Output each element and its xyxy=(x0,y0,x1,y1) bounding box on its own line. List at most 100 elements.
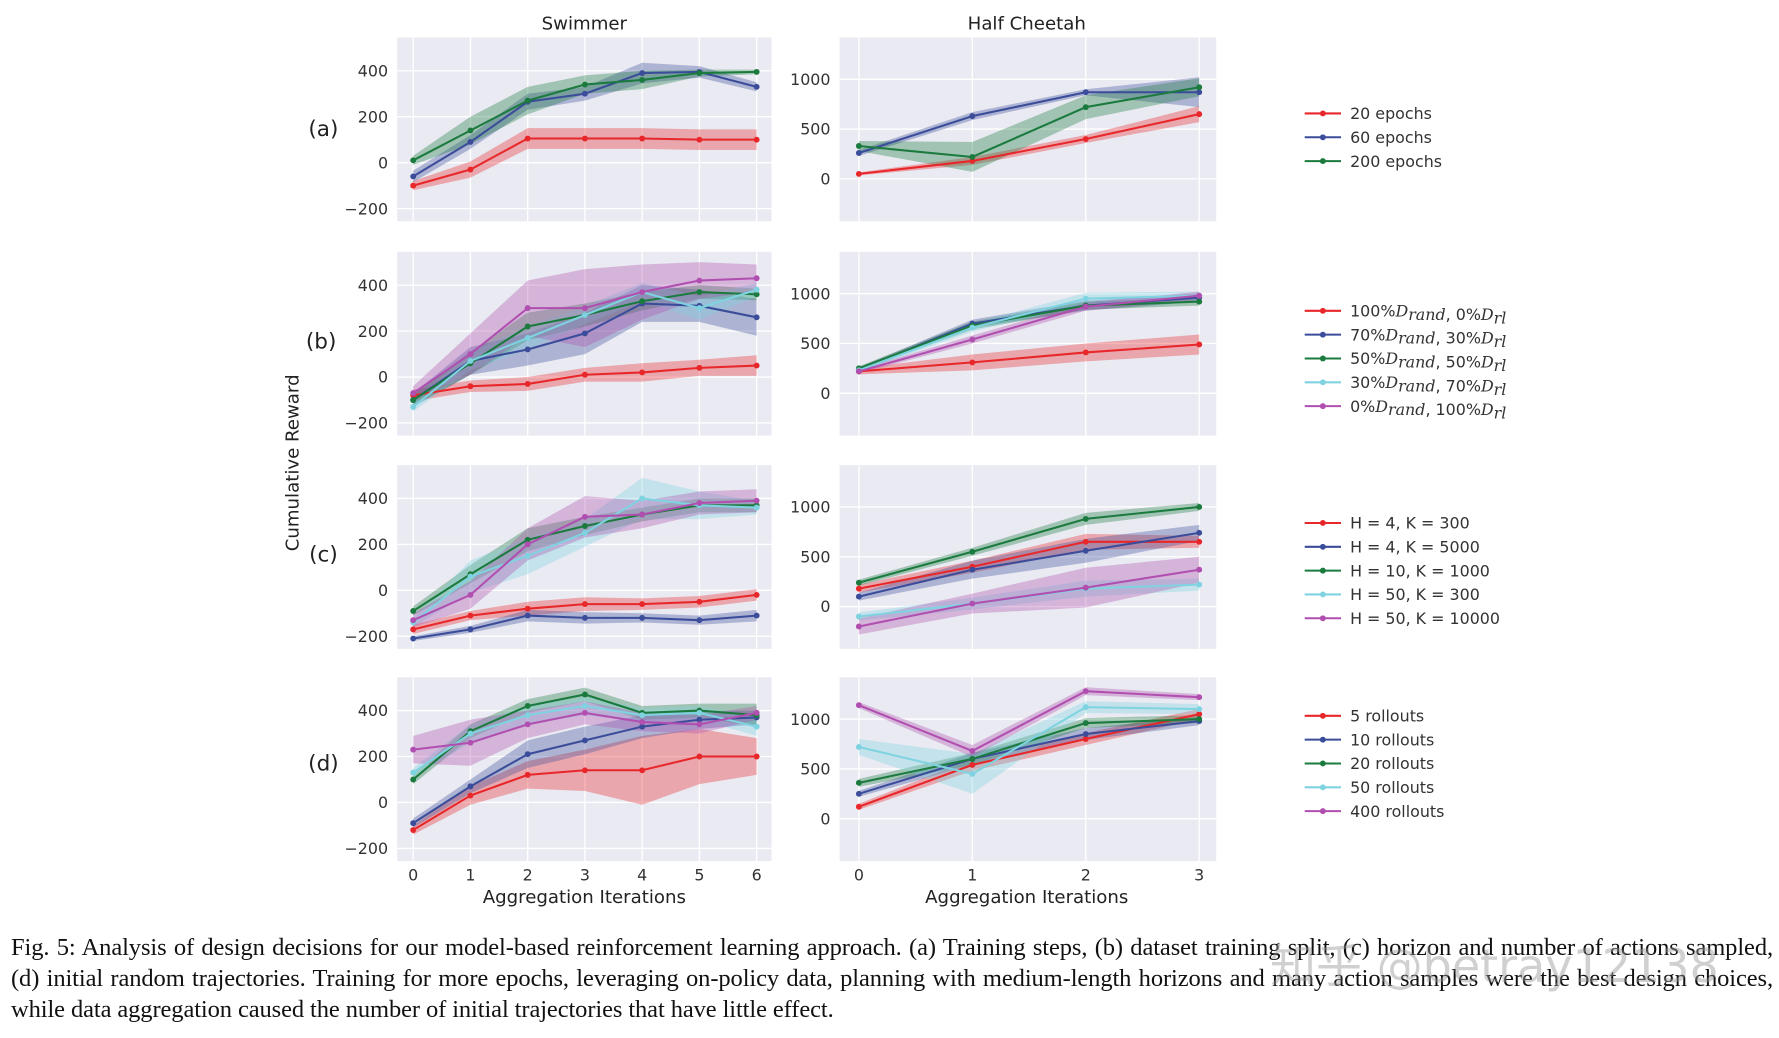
legend-label: 10 rollouts xyxy=(1350,730,1434,749)
legend-label: 20 epochs xyxy=(1350,104,1432,123)
y-tick-label: 0 xyxy=(820,170,830,189)
data-point xyxy=(524,712,531,719)
legend-entry: 20 rollouts xyxy=(1304,754,1434,773)
data-point xyxy=(639,712,646,719)
series-band xyxy=(858,524,1200,601)
series-band xyxy=(413,128,757,191)
data-point xyxy=(855,585,862,592)
legend-marker xyxy=(1319,307,1326,314)
data-point xyxy=(410,608,417,614)
legend-marker xyxy=(1319,403,1326,410)
y-tick-label: 400 xyxy=(358,276,388,295)
series-band xyxy=(413,69,757,165)
data-point xyxy=(581,709,588,716)
series-line xyxy=(858,113,1200,175)
series-line xyxy=(858,294,1200,373)
series-band xyxy=(413,355,757,402)
data-point xyxy=(1082,136,1089,142)
data-point xyxy=(639,76,646,83)
legend-label: H = 4, K = 5000 xyxy=(1350,537,1480,556)
legend-label: 400 rollouts xyxy=(1350,802,1444,821)
data-point xyxy=(753,723,760,730)
data-point xyxy=(696,500,703,506)
legend-label: H = 50, K = 300 xyxy=(1350,585,1480,604)
data-point xyxy=(639,289,646,295)
figure-caption: Fig. 5: Analysis of design decisions for… xyxy=(11,934,1773,1023)
data-point xyxy=(524,612,531,619)
data-point xyxy=(1196,529,1203,536)
legend-label: 200 epochs xyxy=(1350,152,1442,171)
data-point xyxy=(855,368,862,375)
y-tick-label: 0 xyxy=(820,384,830,403)
legend-a: 20 epochs 60 epochs 200 epochs xyxy=(1304,104,1442,171)
data-point xyxy=(639,723,646,730)
data-point xyxy=(581,81,588,88)
legend-entry: 100%Drand, 0%Drl xyxy=(1304,302,1506,327)
data-point xyxy=(581,513,588,520)
series-band xyxy=(413,498,757,616)
data-point xyxy=(1196,711,1203,718)
y-tick-label: 500 xyxy=(800,547,830,566)
data-point xyxy=(969,324,976,331)
data-point xyxy=(1082,89,1089,96)
series-line xyxy=(858,86,1200,159)
y-tick-label: 1000 xyxy=(790,498,830,517)
y-tick-label: −200 xyxy=(344,414,388,433)
y-tick-label: 200 xyxy=(358,322,388,341)
data-point xyxy=(1082,688,1089,695)
data-point xyxy=(753,497,760,504)
data-point xyxy=(467,351,474,358)
legend-entry: H = 10, K = 1000 xyxy=(1304,561,1490,580)
data-point xyxy=(1196,694,1203,701)
data-point xyxy=(639,614,646,621)
data-point xyxy=(696,70,703,76)
data-point xyxy=(1082,303,1089,310)
y-tick-label: 500 xyxy=(800,120,830,139)
series-band xyxy=(413,696,757,778)
legend-entry: 60 epochs xyxy=(1304,128,1432,147)
y-tick-label: 400 xyxy=(358,489,388,508)
y-tick-label: 0 xyxy=(820,597,830,616)
series-line xyxy=(858,294,1200,372)
data-point xyxy=(410,626,417,633)
series-line xyxy=(858,720,1200,795)
data-point xyxy=(524,335,531,341)
data-point xyxy=(1196,566,1203,573)
legend-label: H = 50, K = 10000 xyxy=(1350,609,1500,628)
data-point xyxy=(753,286,760,293)
data-point xyxy=(1196,716,1203,723)
data-point xyxy=(1196,111,1203,118)
row-label-d: (d) xyxy=(308,751,339,776)
subplot-half-cheetah-c: 1000 500 0 xyxy=(790,465,1217,649)
data-point xyxy=(410,157,417,164)
data-point xyxy=(969,113,976,120)
legend-label: H = 10, K = 1000 xyxy=(1350,561,1490,580)
legend-entry: 50%Drand, 50%Drl xyxy=(1304,349,1506,375)
data-point xyxy=(410,635,417,642)
legend-marker xyxy=(1319,760,1326,767)
legend-entry: 400 rollouts xyxy=(1304,802,1444,821)
y-tick-label: 0 xyxy=(378,153,388,172)
data-point xyxy=(524,721,531,728)
legend-c: H = 4, K = 300 H = 4, K = 5000 H = 10, K =… xyxy=(1304,514,1500,628)
data-point xyxy=(581,529,588,536)
y-tick-label: 400 xyxy=(358,701,388,720)
x-tick-label: 2 xyxy=(1081,865,1091,884)
y-tick-label: 1000 xyxy=(790,710,830,729)
data-point xyxy=(1082,547,1089,554)
data-point xyxy=(696,364,703,371)
data-point xyxy=(696,617,703,624)
data-point xyxy=(581,371,588,378)
series-band xyxy=(858,77,1200,156)
data-point xyxy=(581,601,588,608)
legend-label: 60 epochs xyxy=(1350,128,1432,147)
data-point xyxy=(753,136,760,143)
y-tick-label: 200 xyxy=(358,107,388,126)
data-point xyxy=(467,730,474,737)
data-point xyxy=(855,702,862,709)
data-point xyxy=(753,709,760,716)
data-point xyxy=(467,792,474,799)
data-point xyxy=(1082,515,1089,522)
data-point xyxy=(410,403,417,410)
